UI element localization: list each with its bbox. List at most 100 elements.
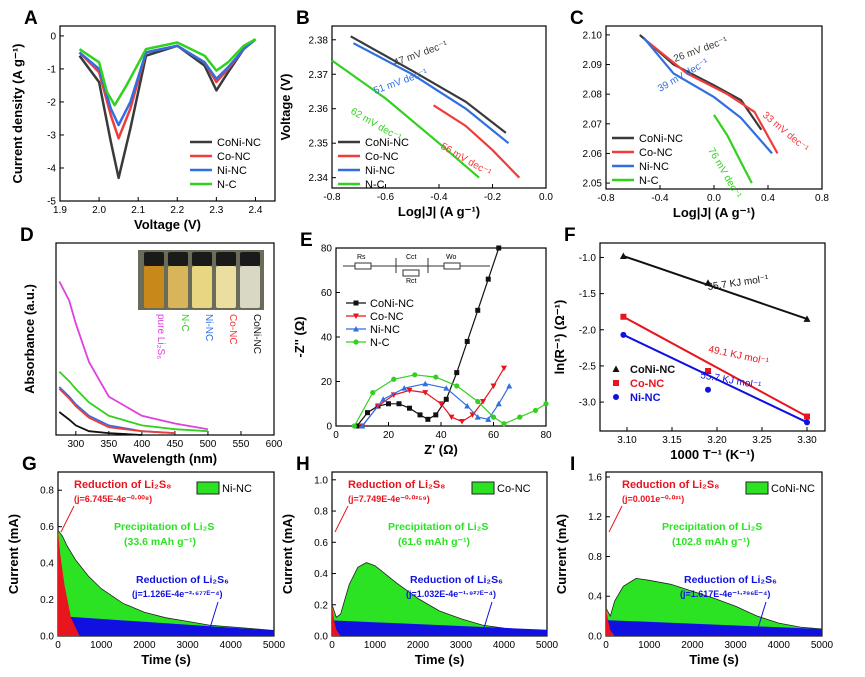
legend-entry: N-C: [370, 337, 390, 349]
x-axis-label: Voltage (V): [134, 217, 201, 232]
y-axis-label: -Z'' (Ω): [292, 316, 307, 357]
y-tick-label: 2.38: [309, 35, 329, 46]
resistor-rs: [354, 262, 372, 270]
panel-d: D 300 350 400 450 500 550 600 Wavelength (nm) Abs…: [20, 225, 283, 466]
panel-g: G 0 1000 2000 3000 4000 5000 0.0 0.2 0.4 0.6 0.8 Tim…: [6, 454, 286, 667]
circle-marker: [705, 386, 711, 393]
x-axis-label: Z' (Ω): [424, 442, 458, 457]
circle-marker: [391, 376, 397, 382]
x-tick-label: 4000: [768, 640, 791, 651]
y-tick-label: 2.34: [309, 173, 329, 184]
panel-letter: B: [296, 8, 310, 29]
fit-line: [623, 255, 808, 320]
x-tick-label: -0.4: [430, 192, 448, 203]
y-axis-label: Voltage (V): [278, 74, 293, 141]
y-tick-label: -1: [47, 64, 56, 75]
legend-entry: CoNi-NC: [365, 137, 409, 149]
y-tick-label: 2.05: [583, 179, 603, 190]
y-tick-label: 0.0: [588, 632, 602, 643]
y-axis-label: ln(R⁻¹) (Ω⁻¹): [552, 300, 567, 375]
y-tick-label: 2.06: [583, 149, 603, 160]
legend-entry: Co-NC: [217, 151, 251, 163]
x-tick-label: 300: [67, 439, 84, 450]
vial-cap: [216, 252, 236, 266]
x-tick-label: 3000: [176, 640, 199, 651]
circle-marker: [370, 390, 376, 396]
x-tick-label: 60: [488, 430, 500, 441]
y-tick-label: -2: [47, 97, 56, 108]
y-tick-label: 0.8: [314, 507, 328, 518]
circle-marker: [475, 398, 481, 405]
up-triangle-marker: [464, 402, 471, 409]
annotation-arrow: [334, 505, 349, 533]
y-tick-label: 1.2: [588, 512, 602, 523]
slope-annotation: 56 mV dec⁻¹: [439, 141, 494, 179]
series-line: [78, 38, 257, 127]
circuit-label: Rct: [406, 278, 417, 285]
legend-entry: Ni-NC: [630, 392, 661, 404]
vial-liquid: [144, 266, 164, 308]
series-line: [58, 370, 208, 433]
series-line: [433, 104, 521, 179]
y-tick-label: 2.07: [583, 119, 603, 130]
y-tick-label: 2.09: [583, 60, 603, 71]
x-tick-label: 2.3: [209, 205, 223, 216]
up-triangle-marker: [495, 400, 502, 407]
series-line: [58, 388, 175, 434]
down-triangle-marker: [490, 383, 497, 389]
x-tick-label: 400: [134, 439, 151, 450]
panel-letter: E: [300, 230, 313, 251]
li2s6-reduction-area: [606, 620, 822, 636]
up-triangle-marker: [401, 385, 408, 391]
y-tick-label: 40: [321, 333, 333, 344]
legend-swatch: [196, 481, 220, 495]
x-axis-label: Log|J| (A g⁻¹): [398, 204, 480, 219]
x-tick-label: 0.0: [707, 193, 721, 204]
vial-label: Ni-NC: [203, 314, 214, 341]
y-axis-label: Current (mA): [280, 514, 295, 594]
square-marker: [620, 313, 627, 320]
y-tick-label: -1.0: [579, 253, 597, 264]
y-axis-label: Current (mA): [554, 514, 569, 594]
x-tick-label: 2.2: [170, 205, 184, 216]
y-tick-label: -3.0: [579, 398, 597, 409]
x-tick-label: 0: [329, 640, 335, 651]
up-triangle-marker: [485, 416, 492, 422]
square-marker: [407, 405, 412, 411]
y-tick-label: 80: [321, 244, 333, 255]
annotation-red-eq: (j=7.749E-4e⁻⁰·⁰²⁵⁹): [348, 494, 430, 504]
x-tick-label: 0: [333, 430, 339, 441]
series-line: [645, 39, 779, 154]
series-line: [713, 114, 753, 184]
li2s-precipitation-area: [605, 577, 823, 637]
up-triangle-marker: [506, 382, 513, 389]
panel-letter: I: [570, 454, 575, 475]
legend-entry: Ni-NC: [222, 483, 252, 495]
up-triangle-marker: [359, 423, 366, 429]
legend-entry: Co-NC: [370, 311, 404, 323]
x-tick-label: 2.4: [249, 205, 263, 216]
fit-line: [622, 315, 808, 418]
annotation-arrow: [209, 601, 219, 629]
down-triangle-marker: [480, 399, 486, 405]
x-tick-label: 3.25: [752, 435, 772, 446]
x-tick-label: 2.1: [131, 205, 145, 216]
legend-swatch: [745, 481, 769, 495]
slope-annotation: 51 mV dec⁻¹: [372, 67, 429, 97]
x-tick-label: 1000: [638, 640, 661, 651]
panel-letter: G: [22, 454, 37, 475]
up-triangle-marker: [474, 414, 481, 420]
vial-liquid: [240, 266, 260, 308]
x-tick-label: 600: [266, 439, 283, 450]
x-tick-label: -0.2: [484, 192, 502, 203]
series-line: [331, 59, 480, 179]
down-triangle-marker: [406, 387, 413, 394]
square-marker: [613, 380, 619, 386]
legend-entry: N-C: [217, 179, 237, 191]
y-tick-label: -5: [47, 197, 56, 208]
down-triangle-marker: [390, 392, 397, 398]
x-tick-label: 80: [540, 430, 552, 441]
vial-liquid: [192, 266, 212, 308]
x-axis-label: Time (s): [415, 652, 465, 667]
x-axis-label: 1000 T⁻¹ (K⁻¹): [670, 447, 755, 462]
